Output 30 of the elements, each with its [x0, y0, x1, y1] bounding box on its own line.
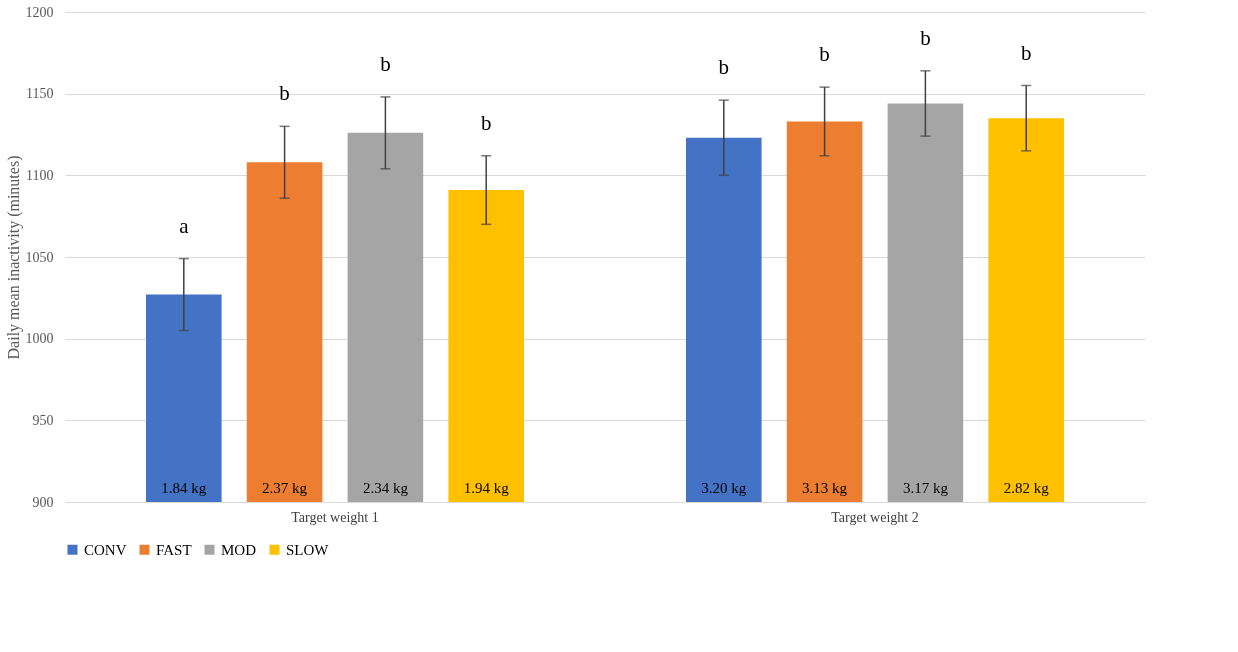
y-tick-label: 1150: [26, 86, 54, 102]
annotation: b: [920, 25, 931, 50]
annotation: 1.94 kg: [463, 480, 510, 496]
y-tick-label: 1050: [25, 249, 54, 265]
annotation: 1.84 kg: [161, 480, 207, 496]
annotation: 2.34 kg: [362, 480, 409, 496]
y-tick-label: 1000: [25, 331, 54, 347]
legend-label: MOD: [221, 541, 257, 558]
annotation: b: [819, 42, 830, 67]
y-tick-label: 950: [32, 412, 54, 428]
annotation: b: [279, 81, 290, 106]
x-tick-label: Target weight 1: [291, 509, 379, 525]
y-axis-title: Daily mean inactivity (minutes): [4, 155, 23, 360]
annotation: b: [480, 110, 492, 135]
x-tick-label: Target weight 2: [831, 509, 919, 525]
y-tick-label: 1100: [26, 167, 54, 183]
annotation: 3.17 kg: [902, 480, 949, 496]
annotation: a: [179, 213, 190, 238]
legend-label: CONV: [84, 541, 127, 558]
legend-label: SLOW: [286, 541, 330, 558]
annotation: 2.37 kg: [262, 480, 308, 496]
annotation: b: [1020, 40, 1032, 65]
y-tick-label: 900: [32, 494, 54, 510]
annotation: 3.13 kg: [802, 480, 848, 496]
annotation: b: [380, 51, 391, 76]
y-tick-label: 1200: [25, 4, 54, 20]
annotation: b: [718, 55, 730, 80]
annotation: 3.20 kg: [701, 480, 747, 496]
legend-label: FAST: [156, 541, 192, 558]
annotation: 2.82 kg: [1003, 480, 1050, 496]
